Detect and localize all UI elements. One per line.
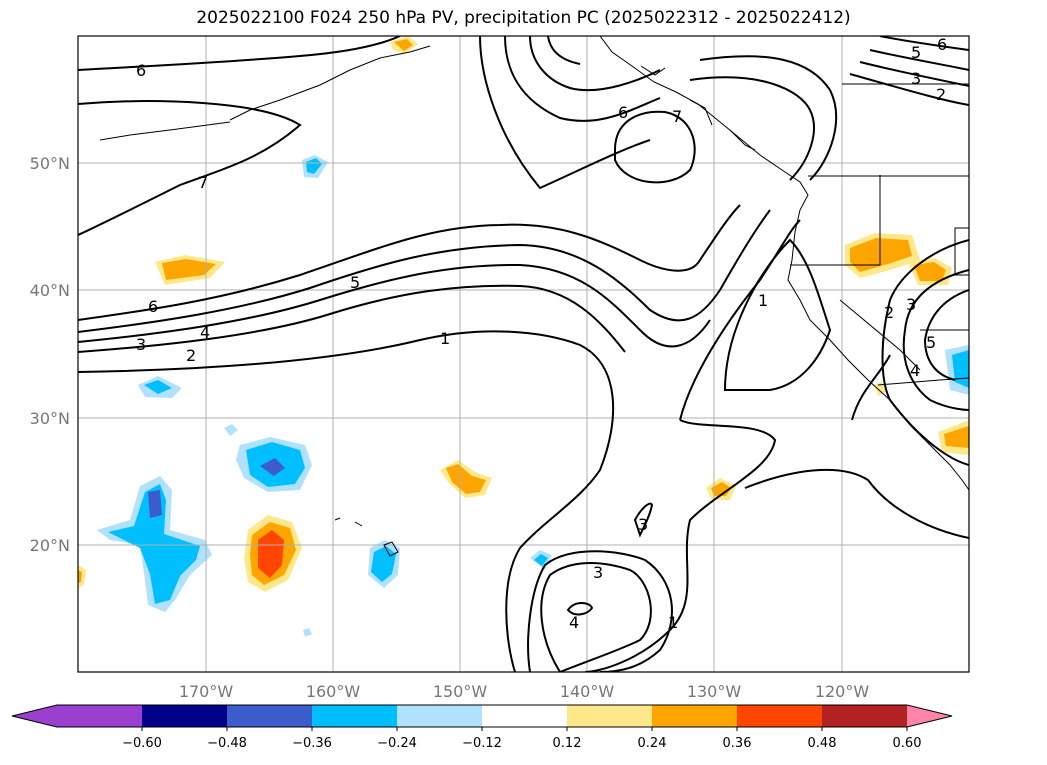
pv-contour-label: 6 [937, 35, 947, 54]
pv-contour-label: 2 [936, 85, 946, 104]
colorbar-segment [737, 705, 823, 727]
x-axis-labels: 170°W 160°W 150°W 140°W 130°W 120°W [179, 682, 870, 701]
x-tick-label: 170°W [179, 682, 234, 701]
pv-contour-label: 5 [350, 273, 360, 292]
pv-contour-label: 2 [884, 303, 894, 322]
pv-contour-label: 6 [618, 103, 628, 122]
pv-contour-label: 5 [926, 333, 936, 352]
gridlines [78, 36, 969, 672]
colorbar-tick-label: −0.12 [462, 736, 502, 751]
pv-contour-label: 3 [136, 335, 146, 354]
pv-contour-labels: 6 7 5 6 4 3 2 1 6 7 1 2 3 5 4 3 3 4 1 5 … [136, 35, 947, 632]
colorbar-tick-label: 0.48 [808, 736, 837, 751]
pv-contour-label: 3 [906, 295, 916, 314]
map-frame [77, 35, 970, 673]
colorbar-tick-label: 0.24 [638, 736, 667, 751]
colorbar-segment [142, 705, 228, 727]
colorbar-tick-label: 0.12 [553, 736, 582, 751]
pv-contour-label: 7 [672, 107, 682, 126]
colorbar-tick-label: −0.24 [377, 736, 417, 751]
pv-contour-label: 2 [186, 346, 196, 365]
y-tick-label: 20°N [30, 536, 70, 555]
precip-neg-blob [108, 484, 200, 604]
colorbar-segment [482, 705, 568, 727]
colorbar-segment [652, 705, 738, 727]
colorbar-segment [57, 705, 143, 727]
pv-contour-label: 3 [911, 69, 921, 88]
x-tick-label: 160°W [306, 682, 361, 701]
colorbar-tick-label: −0.36 [292, 736, 332, 751]
x-tick-label: 150°W [433, 682, 488, 701]
pv-contour-label: 4 [200, 323, 210, 342]
colorbar-segment [397, 705, 483, 727]
pv-contours [78, 36, 969, 672]
x-tick-label: 140°W [560, 682, 615, 701]
colorbar-tick-label: −0.60 [122, 736, 162, 751]
pv-contour-label: 5 [911, 43, 921, 62]
pv-contour-label: 7 [198, 173, 208, 192]
y-tick-label: 30°N [30, 409, 70, 428]
colorbar: −0.60 −0.48 −0.36 −0.24 −0.12 0.12 0.24 0.36 0.4… [11, 704, 953, 751]
pv-contour-label: 3 [593, 563, 603, 582]
pv-contour-label: 6 [136, 61, 146, 80]
colorbar-segment [567, 705, 653, 727]
pv-contour-label: 3 [638, 515, 648, 534]
coastlines [99, 36, 969, 557]
chart-title: 2025022100 F024 250 hPa PV, precipitatio… [196, 8, 851, 28]
colorbar-extend-high [907, 705, 952, 727]
pv-contour-label: 1 [440, 329, 450, 348]
pv-contour-label: 1 [758, 291, 768, 310]
y-axis-labels: 50°N 40°N 30°N 20°N [30, 154, 70, 555]
colorbar-tick-label: −0.48 [207, 736, 247, 751]
pv-contour-label: 4 [910, 361, 920, 380]
x-tick-label: 120°W [815, 682, 870, 701]
y-tick-label: 50°N [30, 154, 70, 173]
map-area: 6 7 5 6 4 3 2 1 6 7 1 2 3 5 4 3 3 4 1 5 … [78, 35, 969, 672]
colorbar-tick-label: 0.60 [893, 736, 922, 751]
pv-contour-label: 1 [668, 613, 678, 632]
colorbar-segment [312, 705, 398, 727]
x-tick-label: 130°W [687, 682, 742, 701]
y-tick-label: 40°N [30, 281, 70, 300]
colorbar-outline [11, 704, 953, 728]
colorbar-segment [227, 705, 313, 727]
pv-contour-label: 4 [569, 613, 579, 632]
colorbar-segment [822, 705, 908, 727]
colorbar-tick-label: 0.36 [723, 736, 752, 751]
pv-contour-label: 6 [148, 297, 158, 316]
colorbar-extend-low [12, 705, 57, 727]
